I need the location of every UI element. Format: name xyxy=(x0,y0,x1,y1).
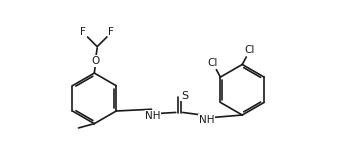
Text: Cl: Cl xyxy=(245,45,255,55)
Text: F: F xyxy=(108,27,114,37)
Text: NH: NH xyxy=(199,115,214,125)
Text: NH: NH xyxy=(145,111,161,121)
Text: F: F xyxy=(81,27,86,37)
Text: S: S xyxy=(181,91,188,101)
Text: Cl: Cl xyxy=(208,58,218,68)
Text: O: O xyxy=(92,56,100,66)
